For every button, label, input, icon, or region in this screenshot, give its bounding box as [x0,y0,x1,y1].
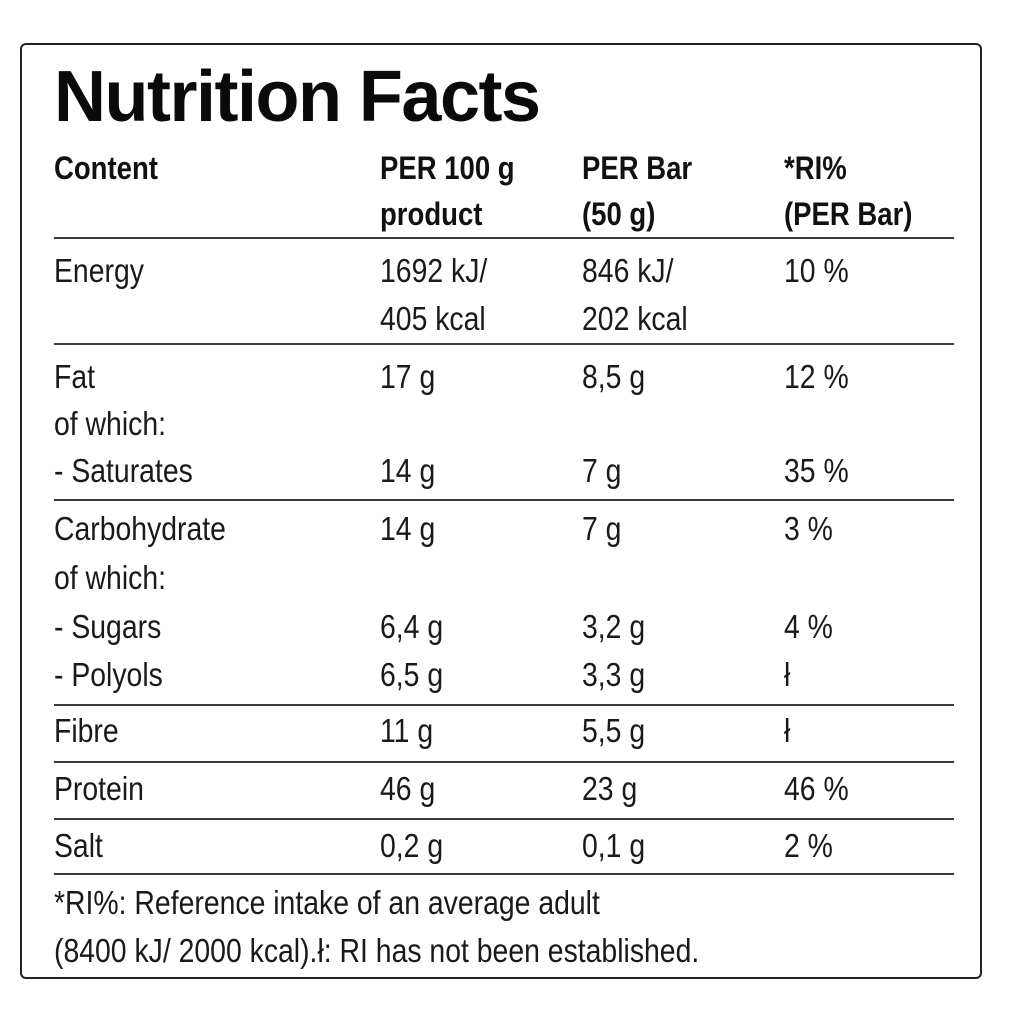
divider [54,818,954,820]
row-carb-ofwhich: of which: [54,559,167,596]
row-polyols-per100: 6,5 g [380,656,444,693]
row-energy-perbar-kcal: 202 kcal [582,300,688,337]
row-carbohydrate-ri: 3 % [784,510,833,547]
row-saturates-ri: 35 % [784,452,849,489]
row-saturates-perbar: 7 g [582,452,622,489]
row-sugars-label: - Sugars [54,608,162,645]
row-fibre-ri: ł [784,712,791,749]
divider [54,761,954,763]
nutrition-label: Nutrition Facts Content PER 100 g produc… [20,43,982,979]
row-protein-perbar: 23 g [582,770,638,807]
row-fibre-label: Fibre [54,712,119,749]
row-sugars-per100: 6,4 g [380,608,444,645]
row-energy-per100-kcal: 405 kcal [380,300,486,337]
header-content: Content [54,150,158,186]
row-fat-ri: 12 % [784,358,849,395]
footnote-line-2: (8400 kJ/ 2000 kcal).ł: RI has not been … [54,932,700,969]
divider [54,704,954,706]
page-title: Nutrition Facts [54,57,541,137]
header-ri-line2: (PER Bar) [784,196,913,232]
row-carbohydrate-per100: 14 g [380,510,436,547]
row-salt-perbar: 0,1 g [582,827,646,864]
header-perbar-line1: PER Bar [582,150,693,186]
row-protein-per100: 46 g [380,770,436,807]
row-polyols-ri: ł [784,656,791,693]
divider [54,237,954,239]
row-protein-label: Protein [54,770,144,807]
row-energy-label: Energy [54,252,144,289]
header-per100-line1: PER 100 g [380,150,515,186]
row-carbohydrate-perbar: 7 g [582,510,622,547]
row-fat-perbar: 8,5 g [582,358,646,395]
row-polyols-perbar: 3,3 g [582,656,646,693]
row-salt-per100: 0,2 g [380,827,444,864]
row-fat-per100: 17 g [380,358,436,395]
divider [54,873,954,875]
row-sugars-ri: 4 % [784,608,833,645]
row-salt-ri: 2 % [784,827,833,864]
row-fat-ofwhich: of which: [54,405,167,442]
footnote-line-1: *RI%: Reference intake of an average adu… [54,884,600,921]
row-fat-label: Fat [54,358,96,395]
row-energy-perbar-kj: 846 kJ/ [582,252,674,289]
row-salt-label: Salt [54,827,103,864]
row-carbohydrate-label: Carbohydrate [54,510,226,547]
row-fibre-perbar: 5,5 g [582,712,646,749]
row-protein-ri: 46 % [784,770,849,807]
row-polyols-label: - Polyols [54,656,163,693]
divider [54,343,954,345]
divider [54,499,954,501]
row-sugars-perbar: 3,2 g [582,608,646,645]
row-energy-per100-kj: 1692 kJ/ [380,252,488,289]
header-per100-line2: product [380,196,483,232]
row-energy-ri: 10 % [784,252,849,289]
header-perbar-line2: (50 g) [582,196,656,232]
row-fibre-per100: 11 g [380,712,434,749]
header-ri-line1: *RI% [784,150,847,186]
row-saturates-per100: 14 g [380,452,436,489]
row-saturates-label: - Saturates [54,452,193,489]
